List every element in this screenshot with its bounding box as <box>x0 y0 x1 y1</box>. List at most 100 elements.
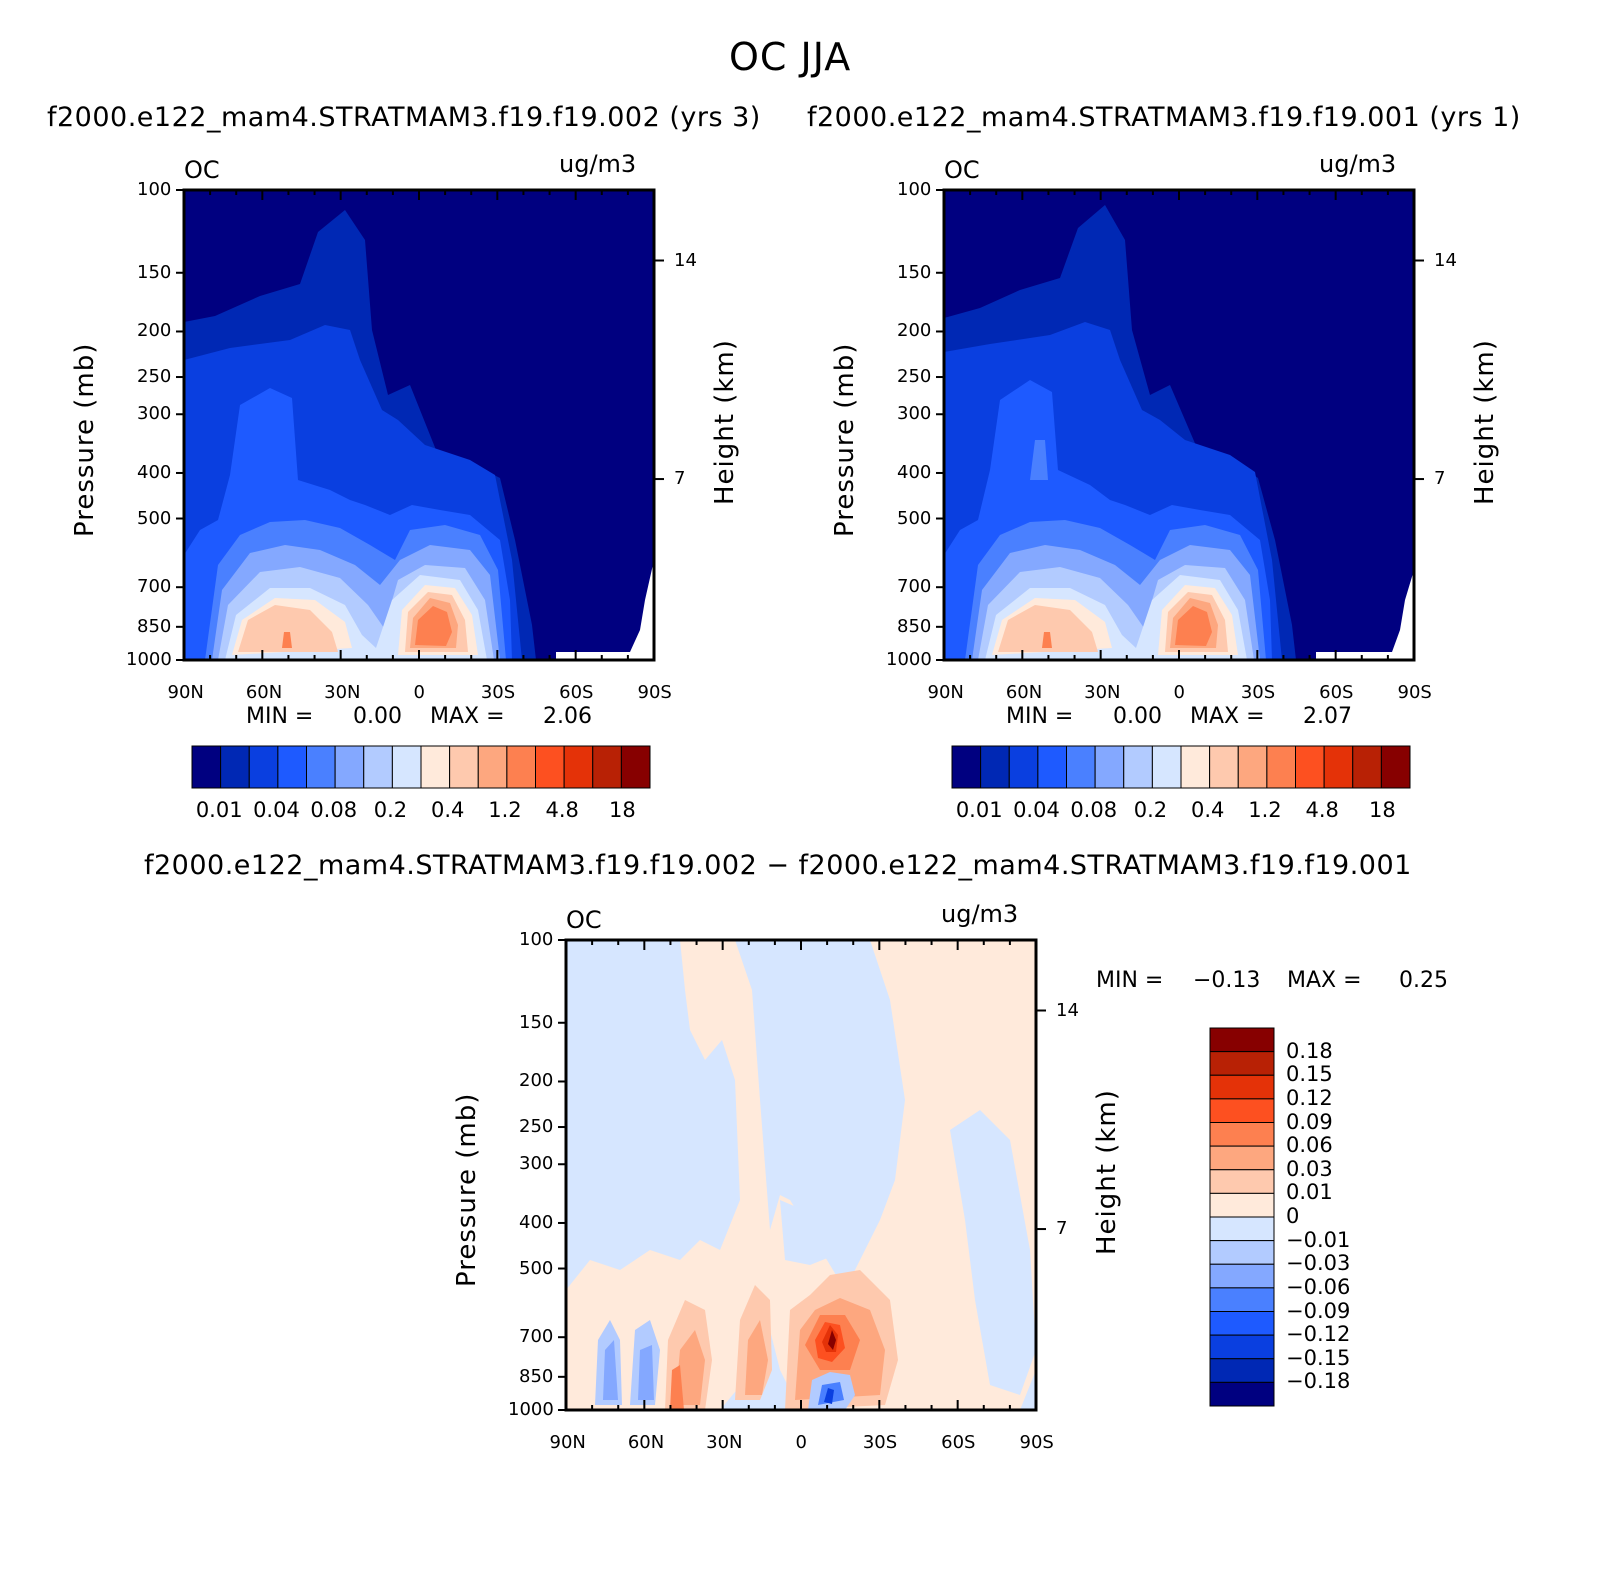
y-tick-label: 300 <box>897 403 932 425</box>
colorbar-right-swatch <box>951 745 982 789</box>
y-tick-label: 100 <box>137 179 172 200</box>
colorbar-left-swatch <box>420 745 451 789</box>
colorbar-diff-swatch <box>1209 1169 1275 1194</box>
y-tick-label: 400 <box>897 461 932 483</box>
panel-diff-min-value: −0.13 <box>1193 968 1261 993</box>
x-tick-label: 90S <box>637 682 672 703</box>
x-tick-label: 90N <box>167 682 204 703</box>
colorbar-left-swatch <box>535 745 565 789</box>
x-tick-label: 60S <box>941 1432 976 1453</box>
contour-band <box>556 560 654 660</box>
colorbar-left-swatch <box>363 745 393 789</box>
y-right-tick-label: 14 <box>1056 999 1079 1021</box>
colorbar-diff-swatch <box>1209 1287 1275 1312</box>
x-tick-label: 30S <box>1240 682 1276 703</box>
y-tick-label: 150 <box>519 1011 554 1033</box>
units-label: ug/m3 <box>941 900 1019 928</box>
x-tick-label: 30N <box>1084 682 1121 703</box>
colorbar-diff-swatch <box>1209 1192 1275 1218</box>
colorbar-diff-label: −0.06 <box>1286 1274 1351 1299</box>
colorbar-left-swatch <box>248 745 279 789</box>
x-tick-label: 60S <box>1319 682 1354 703</box>
colorbar-right-label: 18 <box>1368 798 1396 822</box>
colorbar-diff-label: 0.03 <box>1286 1156 1333 1181</box>
colorbar-diff-label: −0.12 <box>1286 1322 1351 1347</box>
variable-label: OC <box>184 156 220 184</box>
colorbar-diff-swatch <box>1209 1027 1275 1053</box>
y-tick-label: 200 <box>519 1070 554 1092</box>
colorbar-diff-swatch <box>1209 1240 1275 1265</box>
contour-band <box>670 1365 684 1410</box>
colorbar-right-swatch <box>1094 745 1125 789</box>
y-tick-label: 100 <box>519 929 554 950</box>
panel-right-max-label: MAX = <box>1190 704 1265 729</box>
x-tick-label: 90S <box>1019 1432 1054 1453</box>
colorbar-diff-label: −0.03 <box>1286 1251 1351 1276</box>
x-tick-label: 90N <box>549 1432 586 1453</box>
y-tick-label: 500 <box>137 507 172 529</box>
colorbar-left-swatch <box>391 745 422 789</box>
y-tick-label: 150 <box>137 261 172 283</box>
contour-band <box>282 632 292 648</box>
x-tick-label: 60N <box>627 1432 665 1453</box>
x-tick-label: 0 <box>1173 682 1185 703</box>
colorbar-diff-swatch <box>1209 1074 1275 1100</box>
colorbar-diff-swatch <box>1209 1381 1275 1407</box>
colorbar-diff-swatch <box>1209 1311 1275 1336</box>
colorbar-diff-swatch <box>1209 1122 1275 1147</box>
colorbar-diff-label: 0.12 <box>1286 1085 1333 1110</box>
y-tick-label: 1000 <box>508 1399 554 1420</box>
colorbar-left-label: 4.8 <box>545 798 579 822</box>
units-label: ug/m3 <box>559 150 637 178</box>
x-tick-label: 30S <box>862 1432 898 1453</box>
colorbar-left-swatch <box>277 745 307 789</box>
colorbar-right-swatch <box>1008 745 1039 789</box>
y-tick-label: 500 <box>519 1257 554 1279</box>
colorbar-diff-label: 0 <box>1286 1204 1300 1228</box>
colorbar-left-swatch <box>220 745 250 789</box>
x-tick-label: 0 <box>795 1432 807 1453</box>
colorbar-right-swatch <box>1180 745 1211 789</box>
colorbar-diff-swatch <box>1209 1216 1275 1242</box>
contour-band <box>780 1200 840 1265</box>
y-right-tick-label: 14 <box>674 249 697 271</box>
x-tick-label: 60S <box>559 682 594 703</box>
colorbar-left-swatch <box>620 745 651 789</box>
y-tick-label: 850 <box>897 615 932 637</box>
y-right-tick-label: 14 <box>1434 249 1457 271</box>
colorbar-left-swatch <box>563 745 594 789</box>
y-tick-label: 400 <box>519 1211 554 1233</box>
colorbar-left-label: 0.2 <box>373 798 408 822</box>
contour-band <box>638 1345 654 1400</box>
diff-title: f2000.e122_mam4.STRATMAM3.f19.f19.002 − … <box>144 850 1412 881</box>
x-tick-label: 60N <box>1005 682 1043 703</box>
colorbar-diff-label: −0.09 <box>1286 1298 1351 1323</box>
colorbar-right-swatch <box>1323 745 1354 789</box>
colorbar-left-swatch <box>506 745 536 789</box>
contour-band <box>238 605 338 652</box>
y-tick-label: 500 <box>897 507 932 529</box>
y-tick-label: 850 <box>137 615 172 637</box>
units-label: ug/m3 <box>1319 150 1397 178</box>
colorbar-diff-swatch <box>1209 1334 1275 1360</box>
colorbar-right-label: 1.2 <box>1248 798 1282 822</box>
contour-band <box>950 1110 1036 1395</box>
panel-left-max-label: MAX = <box>430 704 505 729</box>
colorbar-diff-label: 0.18 <box>1286 1038 1333 1063</box>
y-tick-label: 1000 <box>886 649 932 670</box>
x-tick-label: 60N <box>245 682 283 703</box>
contour-band <box>1042 632 1052 648</box>
y-tick-label: 250 <box>519 1116 554 1138</box>
variable-label: OC <box>944 156 980 184</box>
colorbar-diff-swatch <box>1209 1098 1275 1123</box>
panel-left-contours <box>184 190 654 660</box>
y-tick-label: 400 <box>137 461 172 483</box>
y-tick-label: 100 <box>897 179 932 200</box>
colorbar-left-swatch <box>306 745 336 789</box>
panel-right-title: f2000.e122_mam4.STRATMAM3.f19.f19.001 (y… <box>807 102 1521 133</box>
contour-band <box>675 1330 705 1405</box>
panel-right-min-label: MIN = <box>1006 704 1074 729</box>
y-tick-label: 300 <box>137 403 172 425</box>
colorbar-left-label: 1.2 <box>488 798 522 822</box>
colorbar-left-swatch <box>592 745 622 789</box>
